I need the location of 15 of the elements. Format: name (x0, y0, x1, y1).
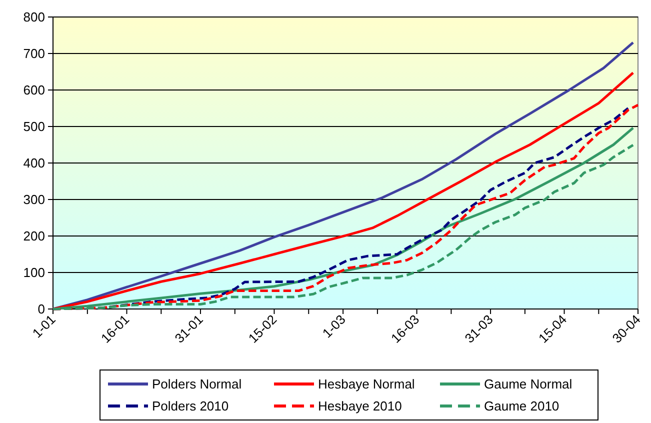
y-tick-label: 800 (23, 10, 45, 25)
legend-label: Hesbaye 2010 (318, 398, 402, 414)
y-tick-label: 500 (23, 119, 45, 134)
legend-label: Gaume 2010 (484, 398, 560, 414)
y-tick-label: 400 (23, 156, 45, 171)
legend-label: Polders 2010 (152, 398, 229, 414)
legend-label: Hesbaye Normal (318, 376, 415, 392)
legend-label: Polders Normal (152, 376, 242, 392)
y-tick-label: 300 (23, 192, 45, 208)
y-tick-label: 600 (23, 82, 45, 98)
y-tick-label: 700 (23, 46, 45, 62)
y-tick-label: 200 (23, 228, 45, 244)
y-tick-label: 0 (38, 302, 45, 317)
y-tick-label: 100 (23, 265, 45, 280)
legend-label: Gaume Normal (484, 376, 572, 392)
